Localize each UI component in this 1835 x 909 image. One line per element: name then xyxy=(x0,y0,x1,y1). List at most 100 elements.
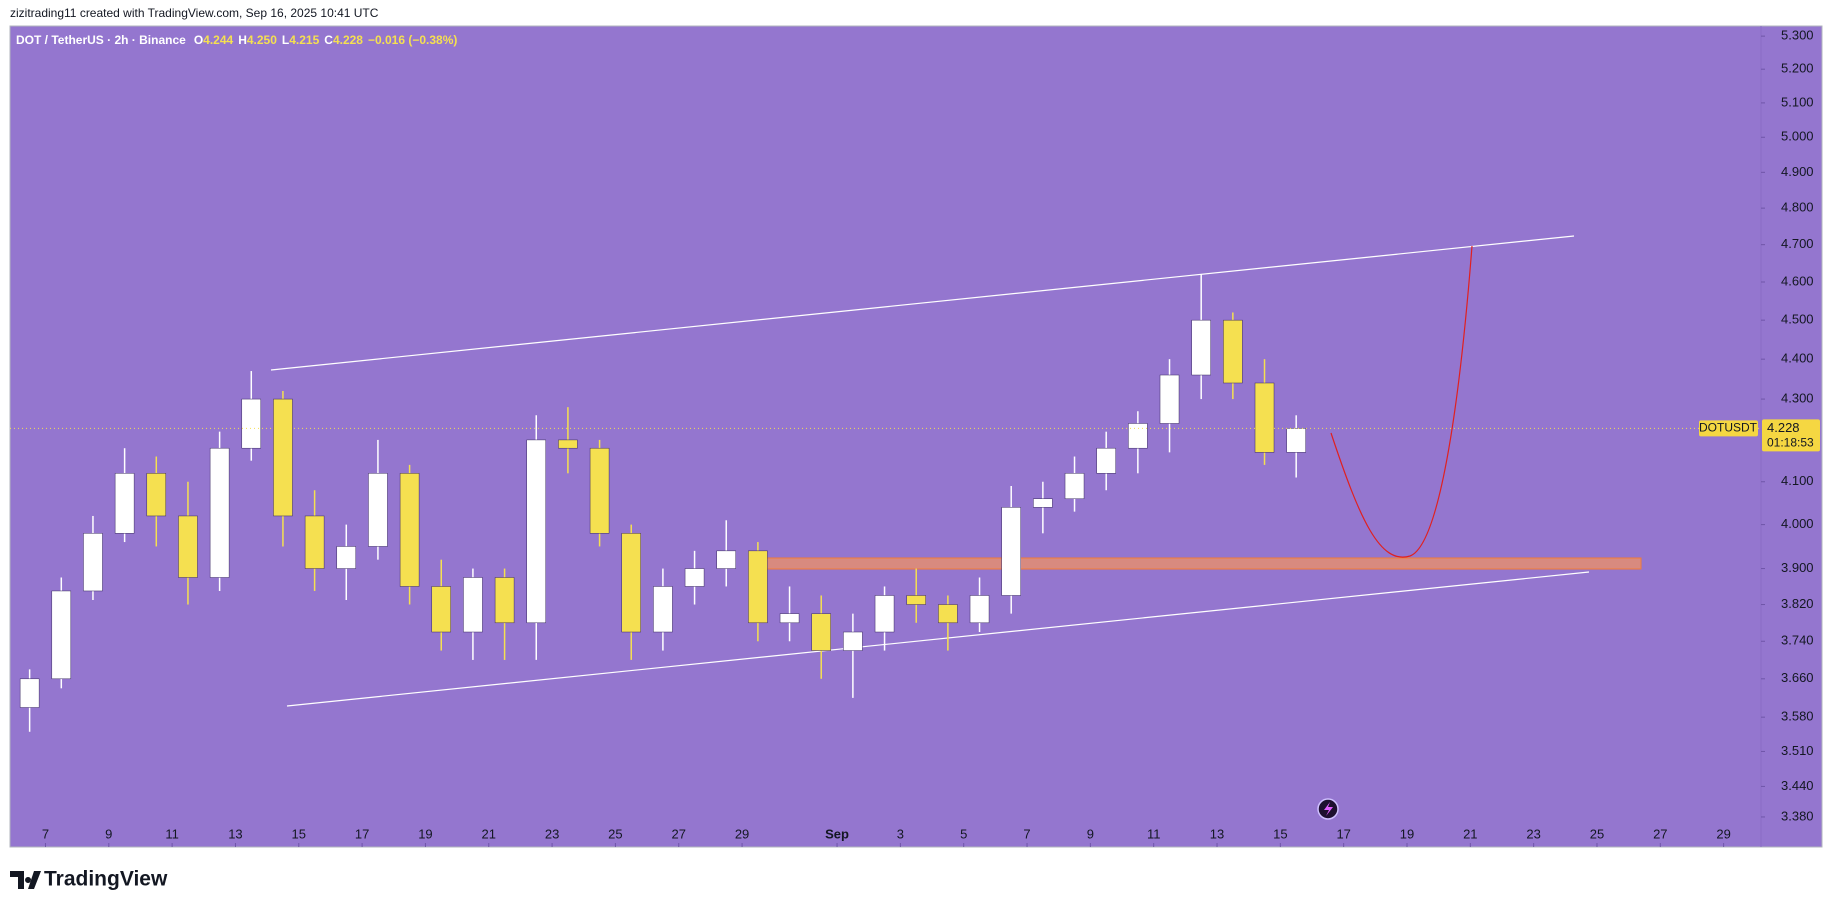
candle-body xyxy=(1286,428,1306,453)
candle-body xyxy=(1254,382,1275,453)
upper-trendline xyxy=(270,235,1575,371)
candle-body xyxy=(1159,374,1180,424)
candle-body xyxy=(241,398,262,449)
x-tick-label: 13 xyxy=(228,826,242,841)
header-text: zizitrading11 created with TradingView.c… xyxy=(10,6,379,20)
countdown-label: 01:18:53 xyxy=(1767,436,1814,450)
y-tick-label: 4.600 xyxy=(1781,273,1814,288)
y-tick-label: 3.580 xyxy=(1781,709,1814,724)
y-tick-label: 4.100 xyxy=(1781,473,1814,488)
x-tick-label: 23 xyxy=(545,826,559,841)
y-tick-label: 4.400 xyxy=(1781,351,1814,366)
candle-body xyxy=(653,586,673,633)
x-tick-label: 13 xyxy=(1210,826,1224,841)
x-tick-label: 29 xyxy=(735,826,749,841)
x-tick-label: 27 xyxy=(1653,826,1667,841)
candle-body xyxy=(874,595,895,633)
x-tick-label: 11 xyxy=(1147,826,1161,841)
x-tick-label: 23 xyxy=(1526,826,1540,841)
y-tick-label: 3.510 xyxy=(1781,743,1814,758)
y-tick-label: 3.440 xyxy=(1781,778,1814,793)
x-tick-label: 17 xyxy=(355,826,369,841)
legend-item: −0.016 (−0.38%) xyxy=(368,33,457,47)
chart-background xyxy=(9,25,1823,848)
candle-body xyxy=(779,613,800,624)
candle-body xyxy=(558,439,578,449)
y-tick-label: 4.900 xyxy=(1781,164,1814,179)
candle-body xyxy=(368,473,388,547)
x-tick-label: 5 xyxy=(960,826,967,841)
candle-body xyxy=(621,533,641,633)
candle-body xyxy=(273,398,293,517)
candle-body xyxy=(684,568,705,587)
x-tick-label: 27 xyxy=(672,826,686,841)
legend-text: DOT / TetherUS · 2h · Binance O4.244 H4.25… xyxy=(16,33,457,47)
legend-item: 4.250 xyxy=(247,33,277,47)
projection-curve xyxy=(1330,245,1473,558)
candle-body xyxy=(716,550,736,569)
candle-body xyxy=(1064,473,1085,500)
candle-body xyxy=(969,595,990,624)
x-tick-label: 9 xyxy=(105,826,112,841)
y-tick-label: 5.300 xyxy=(1781,28,1814,43)
legend-item: H xyxy=(238,33,247,47)
candle-body xyxy=(1033,498,1053,508)
legend: DOT / TetherUS · 2h · Binance O4.244 H4.25… xyxy=(16,33,457,47)
candle-body xyxy=(463,577,483,633)
candle-body xyxy=(336,546,357,569)
x-tick-label: 7 xyxy=(42,826,49,841)
x-tick-label: Sep xyxy=(825,826,849,841)
candle-body xyxy=(938,604,958,624)
x-tick-label: 21 xyxy=(1463,826,1477,841)
candle-body xyxy=(748,550,768,624)
footer-brand: TradingView xyxy=(44,868,168,891)
candle-body xyxy=(1096,447,1116,474)
y-tick-label: 4.300 xyxy=(1781,391,1814,406)
legend-item: DOT / TetherUS · 2h · Binance xyxy=(16,33,186,47)
x-tick-label: 19 xyxy=(1400,826,1414,841)
symbol-label-box xyxy=(1699,420,1758,437)
candle-body xyxy=(178,515,198,578)
x-tick-label: 21 xyxy=(482,826,496,841)
candle-body xyxy=(811,613,831,651)
y-tick-label: 4.800 xyxy=(1781,200,1814,215)
x-tick-label: 25 xyxy=(1590,826,1604,841)
symbol-label: DOTUSDT xyxy=(1699,421,1758,435)
legend-item: O xyxy=(194,33,203,47)
y-tick-label: 4.000 xyxy=(1781,516,1814,531)
x-tick-label: 3 xyxy=(897,826,904,841)
candle-body xyxy=(304,515,325,569)
candle-body xyxy=(906,595,926,605)
x-tick-label: 15 xyxy=(292,826,306,841)
price-label-box xyxy=(1762,419,1820,452)
candle-body xyxy=(19,678,40,708)
candle-body xyxy=(843,631,863,651)
y-tick-label: 3.740 xyxy=(1781,633,1814,648)
support-zone xyxy=(760,557,1642,570)
candle-body xyxy=(526,439,546,624)
y-tick-label: 4.700 xyxy=(1781,236,1814,251)
candle-body xyxy=(1128,423,1148,449)
x-tick-label: 29 xyxy=(1716,826,1730,841)
legend-item: 4.215 xyxy=(289,33,319,47)
y-tick-label: 3.900 xyxy=(1781,560,1814,575)
x-tick-label: 15 xyxy=(1273,826,1287,841)
x-tick-label: 19 xyxy=(418,826,432,841)
candle-body xyxy=(589,447,610,534)
legend-item: 4.244 xyxy=(203,33,233,47)
x-tick-label: 25 xyxy=(608,826,622,841)
legend-item: L xyxy=(282,33,289,47)
candle-body xyxy=(494,577,515,624)
price-label: 4.228 xyxy=(1767,420,1800,435)
y-tick-label: 4.500 xyxy=(1781,312,1814,327)
event-icon-glyph xyxy=(1324,802,1333,816)
candle-body xyxy=(83,533,103,592)
x-tick-label: 11 xyxy=(165,826,179,841)
y-tick-label: 5.000 xyxy=(1781,129,1814,144)
y-tick-label: 5.200 xyxy=(1781,61,1814,76)
candle-body xyxy=(146,473,167,517)
candle-body xyxy=(431,586,452,633)
candle-body xyxy=(114,473,135,534)
footer-logo xyxy=(10,871,41,889)
